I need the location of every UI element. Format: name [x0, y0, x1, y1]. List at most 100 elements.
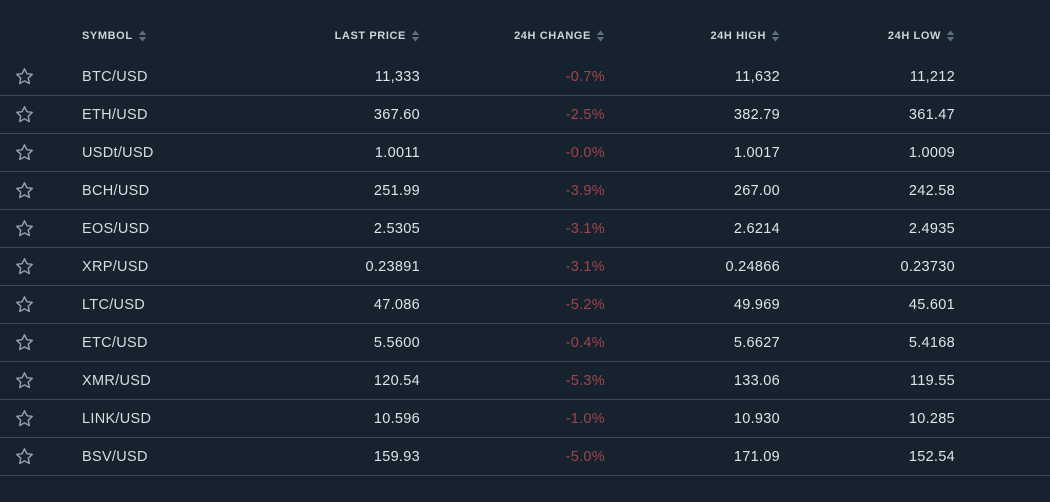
symbol-cell: BTC/USD [82, 68, 148, 85]
favorite-star-icon[interactable] [12, 445, 36, 469]
last-price-cell: 2.5305 [373, 220, 420, 237]
change-cell: -5.3% [565, 372, 605, 389]
low-cell: 0.23730 [900, 258, 955, 275]
column-header-24h-low[interactable]: 24H LOW [780, 30, 955, 42]
change-cell: -3.1% [565, 258, 605, 275]
table-row[interactable]: ETC/USD 5.5600 -0.4% 5.6627 5.4168 [0, 324, 1050, 362]
symbol-cell: XRP/USD [82, 258, 149, 275]
symbol-cell: ETH/USD [82, 106, 148, 123]
change-cell: -3.1% [565, 220, 605, 237]
favorite-star-icon[interactable] [12, 65, 36, 89]
column-header-24h-change[interactable]: 24H CHANGE [420, 30, 605, 42]
table-header: SYMBOL LAST PRICE 24H CHANGE 24H HIGH 24 [0, 0, 1050, 58]
favorite-star-icon[interactable] [12, 217, 36, 241]
column-header-24h-high[interactable]: 24H HIGH [605, 30, 780, 42]
favorite-cell [0, 445, 48, 469]
favorite-star-icon[interactable] [12, 141, 36, 165]
favorite-star-icon[interactable] [12, 255, 36, 279]
favorite-cell [0, 407, 48, 431]
favorite-cell [0, 141, 48, 165]
table-row[interactable]: XRP/USD 0.23891 -3.1% 0.24866 0.23730 [0, 248, 1050, 286]
change-cell: -5.2% [565, 296, 605, 313]
table-row[interactable]: ETH/USD 367.60 -2.5% 382.79 361.47 [0, 96, 1050, 134]
symbol-cell: USDt/USD [82, 144, 154, 161]
change-cell: -3.9% [565, 182, 605, 199]
symbol-cell: XMR/USD [82, 372, 151, 389]
low-cell: 5.4168 [908, 334, 955, 351]
table-row[interactable]: BSV/USD 159.93 -5.0% 171.09 152.54 [0, 438, 1050, 476]
last-price-cell: 251.99 [373, 182, 420, 199]
high-cell: 11,632 [734, 68, 780, 85]
sort-arrows-icon [411, 30, 420, 42]
change-cell: -2.5% [565, 106, 605, 123]
sort-arrows-icon [771, 30, 780, 42]
column-header-symbol[interactable]: SYMBOL [48, 30, 300, 42]
favorite-star-icon[interactable] [12, 331, 36, 355]
favorite-cell [0, 369, 48, 393]
sort-arrows-icon [946, 30, 955, 42]
table-row[interactable]: BCH/USD 251.99 -3.9% 267.00 242.58 [0, 172, 1050, 210]
last-price-cell: 10.596 [373, 410, 420, 427]
favorite-cell [0, 293, 48, 317]
low-cell: 10.285 [908, 410, 955, 427]
favorite-star-icon[interactable] [12, 103, 36, 127]
last-price-cell: 120.54 [373, 372, 420, 389]
high-cell: 382.79 [733, 106, 780, 123]
column-header-24h-change-label: 24H CHANGE [514, 29, 591, 42]
table-row[interactable]: LINK/USD 10.596 -1.0% 10.930 10.285 [0, 400, 1050, 438]
symbol-cell: BSV/USD [82, 448, 148, 465]
column-header-24h-low-label: 24H LOW [887, 29, 941, 42]
change-cell: -0.0% [565, 144, 605, 161]
last-price-cell: 1.0011 [374, 144, 420, 161]
symbol-cell: BCH/USD [82, 182, 150, 199]
symbol-cell: ETC/USD [82, 334, 148, 351]
sort-arrows-icon [596, 30, 605, 42]
column-header-24h-high-label: 24H HIGH [710, 29, 766, 42]
low-cell: 361.47 [908, 106, 955, 123]
favorite-star-icon[interactable] [12, 293, 36, 317]
high-cell: 49.969 [733, 296, 780, 313]
last-price-cell: 159.93 [373, 448, 420, 465]
low-cell: 45.601 [908, 296, 955, 313]
table-row[interactable]: BTC/USD 11,333 -0.7% 11,632 11,212 [0, 58, 1050, 96]
low-cell: 119.55 [909, 372, 955, 389]
symbol-cell: LTC/USD [82, 296, 146, 313]
table-row[interactable]: XMR/USD 120.54 -5.3% 133.06 119.55 [0, 362, 1050, 400]
table-row[interactable]: LTC/USD 47.086 -5.2% 49.969 45.601 [0, 286, 1050, 324]
high-cell: 267.00 [733, 182, 780, 199]
high-cell: 10.930 [733, 410, 780, 427]
favorite-cell [0, 179, 48, 203]
symbol-cell: LINK/USD [82, 410, 152, 427]
column-header-symbol-label: SYMBOL [82, 29, 133, 42]
sort-arrows-icon [138, 30, 147, 42]
symbol-cell: EOS/USD [82, 220, 150, 237]
favorite-cell [0, 217, 48, 241]
column-header-last-price[interactable]: LAST PRICE [300, 30, 420, 42]
favorite-cell [0, 65, 48, 89]
last-price-cell: 47.086 [373, 296, 420, 313]
change-cell: -5.0% [565, 448, 605, 465]
change-cell: -0.4% [565, 334, 605, 351]
low-cell: 242.58 [908, 182, 955, 199]
low-cell: 152.54 [908, 448, 955, 465]
change-cell: -0.7% [565, 68, 605, 85]
favorite-cell [0, 103, 48, 127]
low-cell: 2.4935 [908, 220, 955, 237]
favorite-star-icon[interactable] [12, 407, 36, 431]
low-cell: 1.0009 [908, 144, 955, 161]
high-cell: 133.06 [733, 372, 780, 389]
favorite-star-icon[interactable] [12, 179, 36, 203]
table-row[interactable]: EOS/USD 2.5305 -3.1% 2.6214 2.4935 [0, 210, 1050, 248]
table-row[interactable]: USDt/USD 1.0011 -0.0% 1.0017 1.0009 [0, 134, 1050, 172]
high-cell: 5.6627 [733, 334, 780, 351]
low-cell: 11,212 [909, 68, 955, 85]
favorite-star-icon[interactable] [12, 369, 36, 393]
table-body: BTC/USD 11,333 -0.7% 11,632 11,212 ETH/U… [0, 58, 1050, 476]
high-cell: 2.6214 [733, 220, 780, 237]
high-cell: 171.09 [733, 448, 780, 465]
last-price-cell: 367.60 [373, 106, 420, 123]
last-price-cell: 11,333 [374, 68, 420, 85]
high-cell: 1.0017 [733, 144, 780, 161]
favorite-cell [0, 331, 48, 355]
